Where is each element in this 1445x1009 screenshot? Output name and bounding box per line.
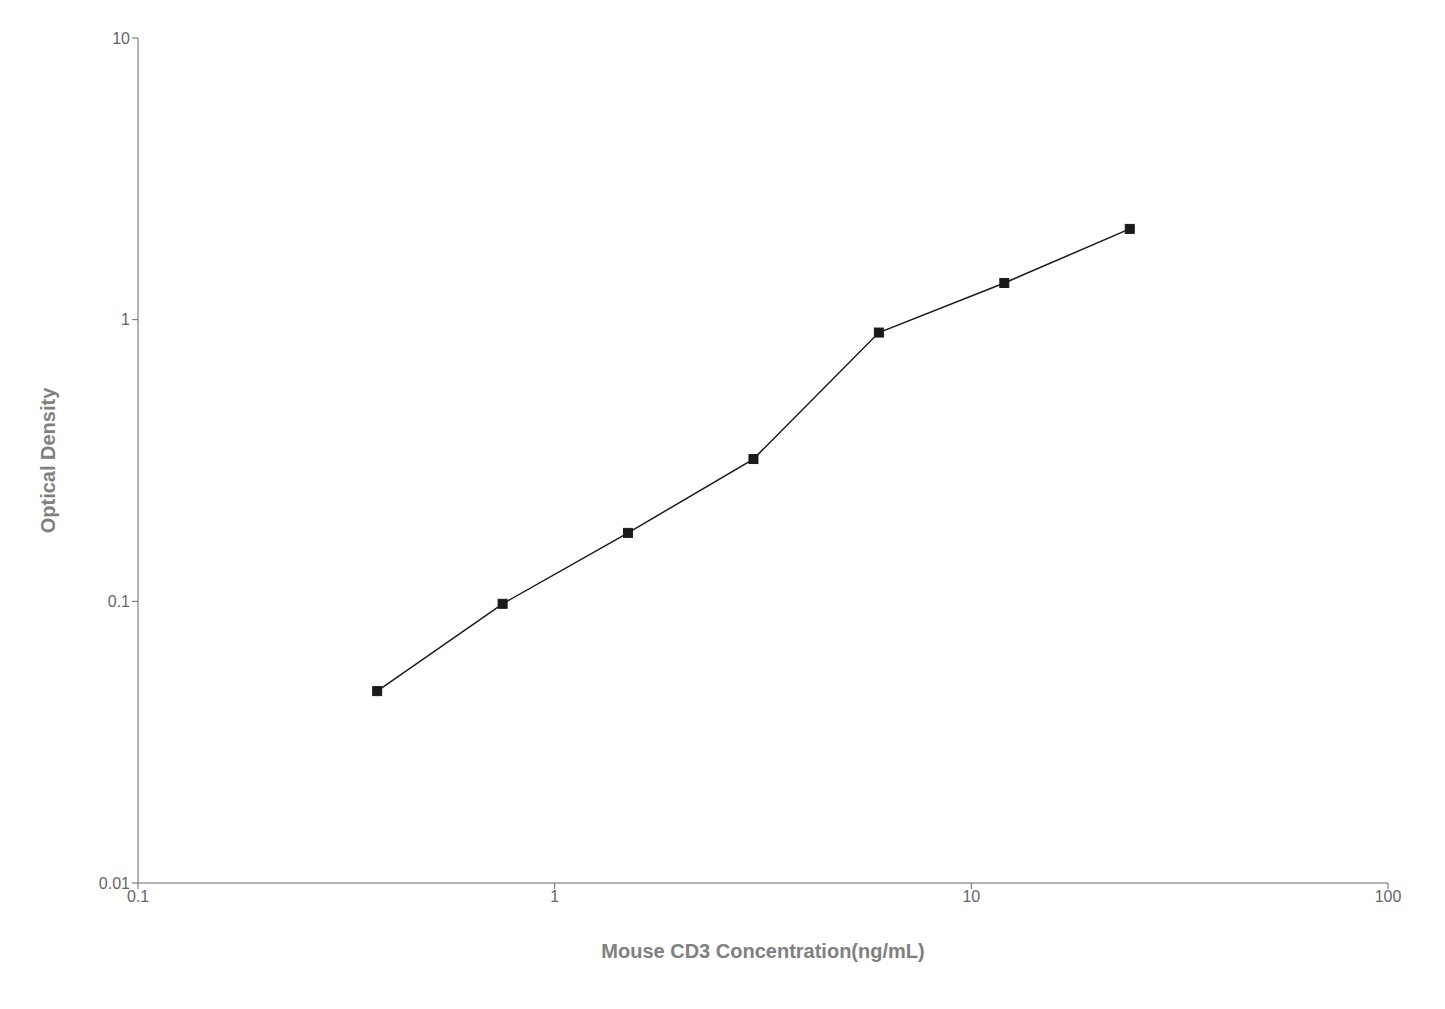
svg-text:0.01: 0.01 [99, 875, 130, 892]
svg-text:100: 100 [1375, 888, 1402, 905]
svg-text:1: 1 [121, 311, 130, 328]
svg-text:10: 10 [962, 888, 980, 905]
svg-text:Mouse CD3 Concentration(ng/mL): Mouse CD3 Concentration(ng/mL) [601, 940, 924, 962]
svg-text:1: 1 [550, 888, 559, 905]
svg-text:0.1: 0.1 [127, 888, 149, 905]
svg-text:Optical Density: Optical Density [37, 387, 59, 533]
svg-text:0.1: 0.1 [108, 593, 130, 610]
svg-text:10: 10 [112, 30, 130, 47]
